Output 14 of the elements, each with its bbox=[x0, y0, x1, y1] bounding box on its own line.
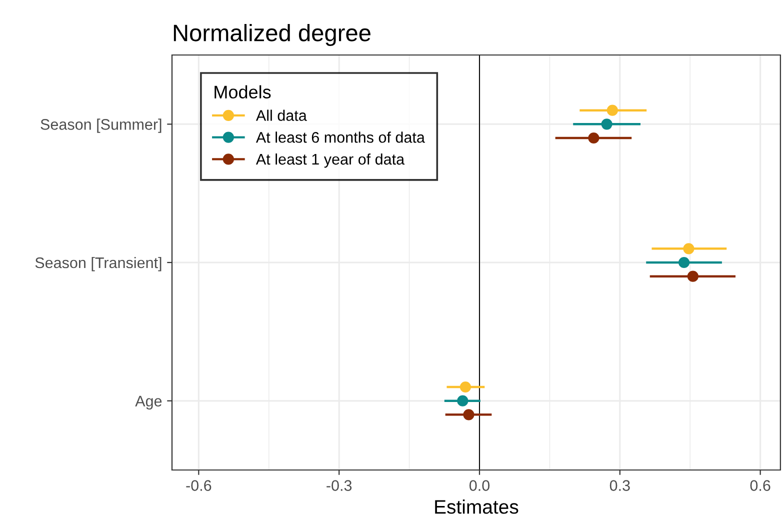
chart-title: Normalized degree bbox=[174, 24, 370, 46]
legend-label: All data bbox=[256, 110, 307, 121]
legend-title: Models bbox=[214, 85, 271, 98]
legend-label: At least 1 year of data bbox=[256, 153, 405, 168]
x-axis-title: Estimates bbox=[435, 500, 518, 514]
x-tick-label: -0.6 bbox=[186, 480, 212, 491]
y-tick-label: Season [Transient] bbox=[35, 256, 162, 272]
y-tick-label: Season [Summer] bbox=[40, 118, 162, 133]
x-tick-label: 0.0 bbox=[469, 480, 490, 491]
x-tick-label: 0.3 bbox=[610, 480, 630, 491]
x-tick-label: 0.6 bbox=[750, 480, 770, 491]
legend-label: At least 6 months of data bbox=[256, 132, 425, 143]
x-tick-label: -0.3 bbox=[326, 480, 352, 491]
y-tick-label: Age bbox=[135, 396, 162, 410]
